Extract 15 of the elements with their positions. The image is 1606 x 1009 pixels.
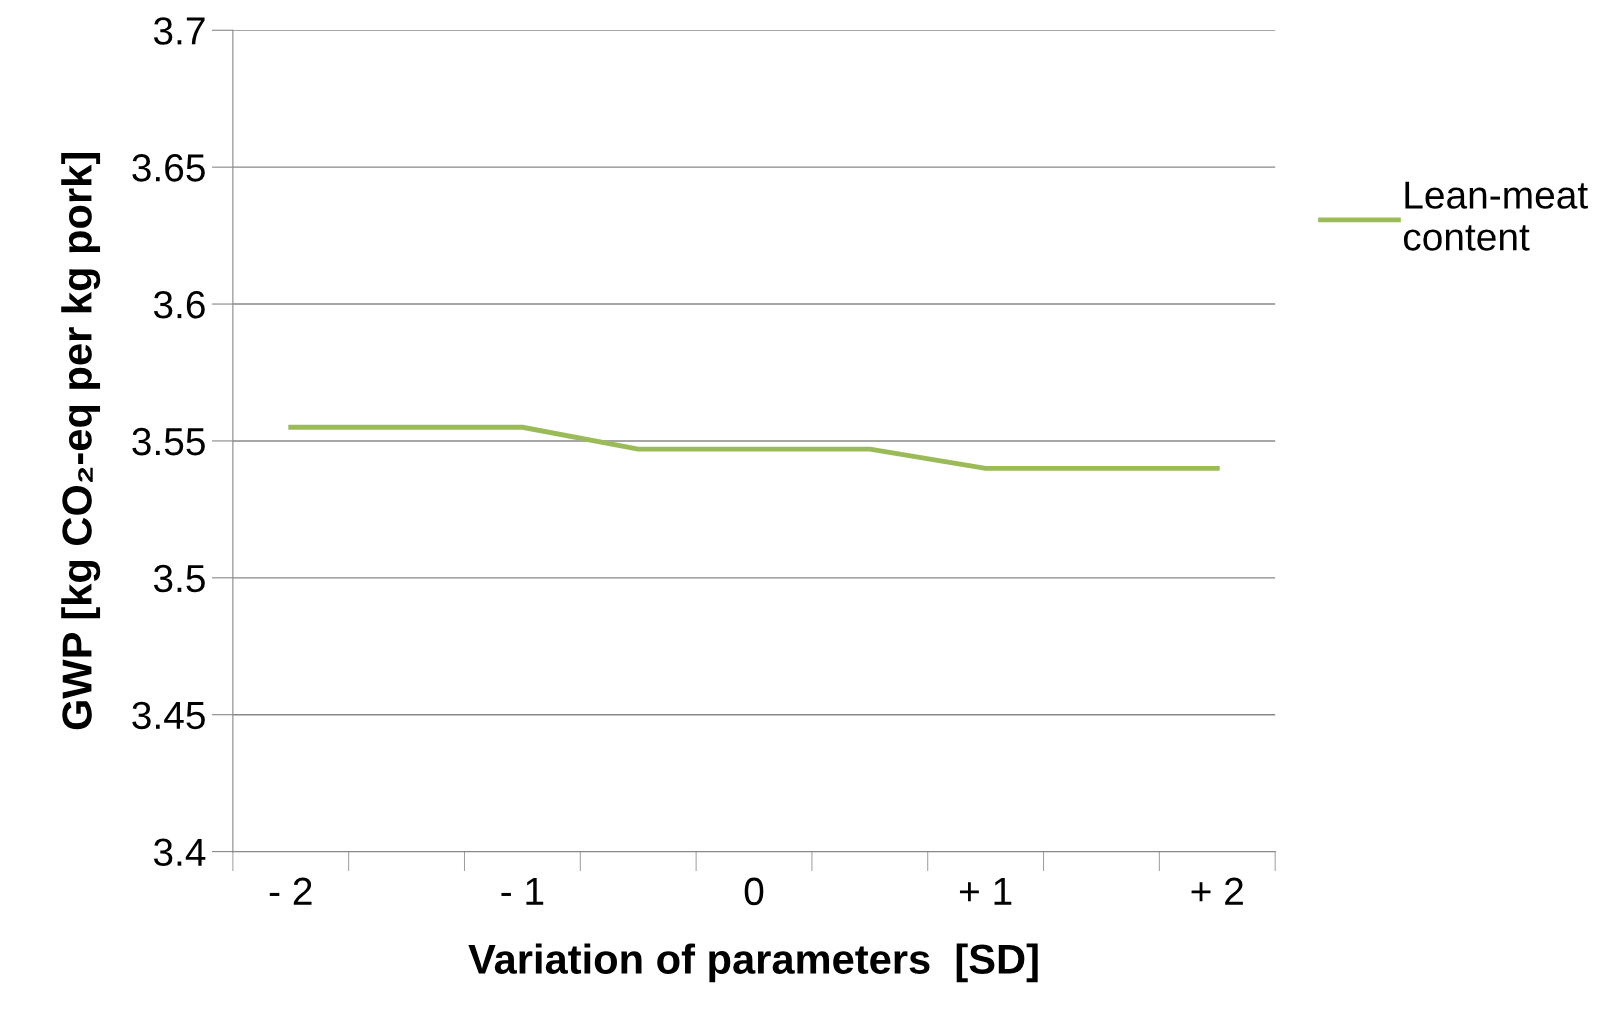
x-tick-label: - 2 bbox=[269, 877, 312, 905]
x-tick-label: + 2 bbox=[1191, 877, 1243, 905]
x-tick-label: 0 bbox=[744, 877, 764, 906]
y-tick-label: 3.65 bbox=[132, 154, 205, 182]
legend-label: Lean-meat content bbox=[1403, 181, 1588, 251]
x-tick-label: - 1 bbox=[501, 878, 544, 905]
y-tick-label: 3.7 bbox=[153, 17, 205, 45]
x-tick-label: + 1 bbox=[959, 878, 1012, 905]
x-axis-title: Variation of parameters [SD] bbox=[468, 943, 1038, 983]
y-axis-title: GWP [kg CO₂-eq per kg pork] bbox=[61, 153, 101, 730]
y-tick-label: 3.4 bbox=[153, 838, 206, 867]
y-tick-label: 3.55 bbox=[132, 427, 205, 456]
y-tick-label: 3.6 bbox=[153, 290, 205, 319]
y-tick-label: 3.5 bbox=[153, 564, 205, 593]
y-tick-label: 3.45 bbox=[132, 701, 205, 730]
